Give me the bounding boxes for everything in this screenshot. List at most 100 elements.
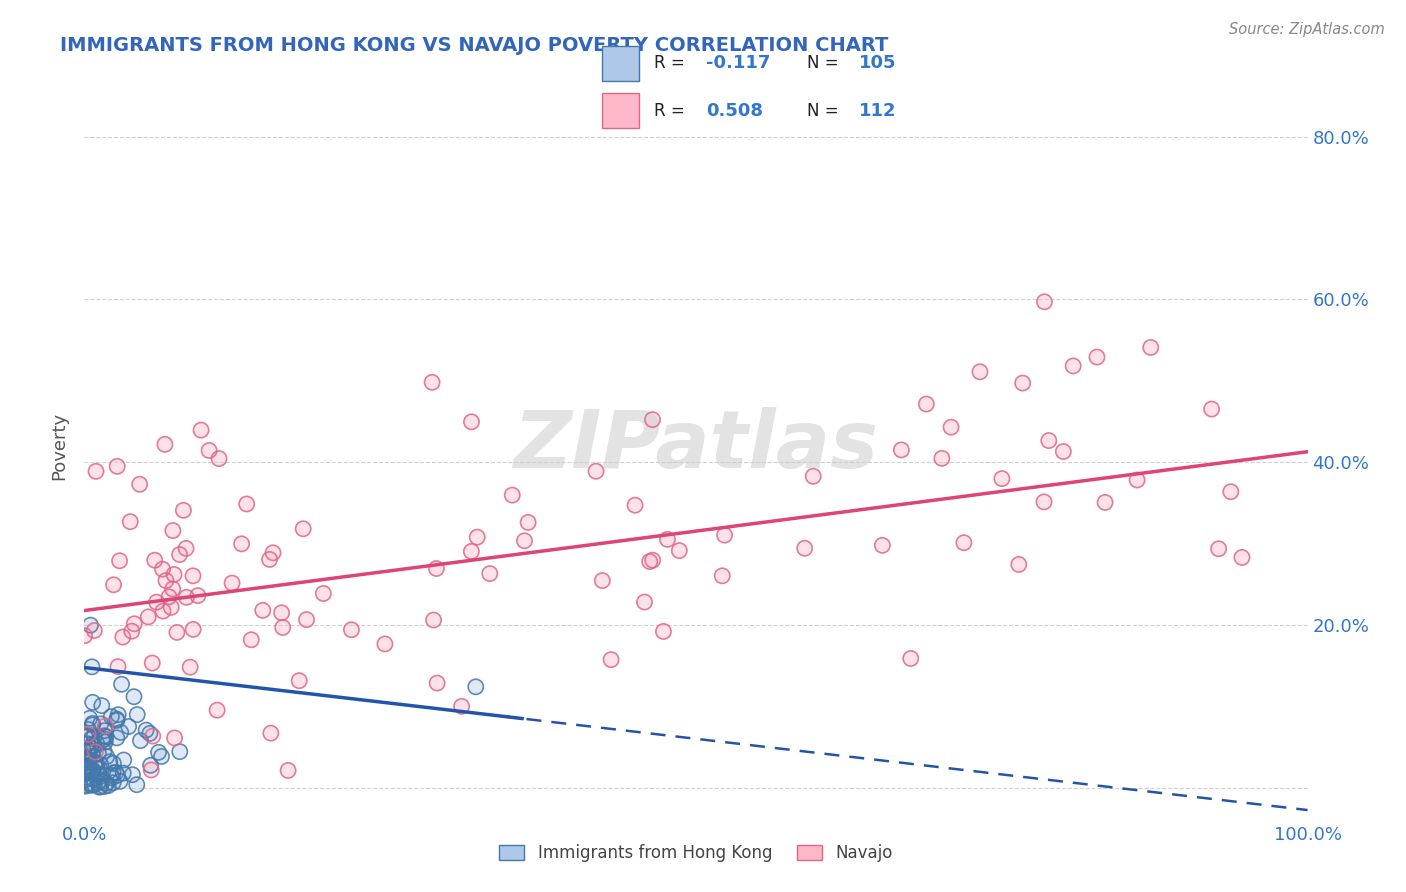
Point xyxy=(77,761,100,775)
Point xyxy=(77,762,100,776)
Point xyxy=(75,770,97,784)
Point xyxy=(93,744,115,758)
Point xyxy=(169,745,191,759)
Point xyxy=(900,651,922,665)
Point xyxy=(1038,434,1060,448)
Point xyxy=(90,757,112,772)
Point xyxy=(108,774,131,789)
Point xyxy=(179,660,201,674)
Point xyxy=(1008,558,1031,572)
Point xyxy=(641,412,664,426)
Y-axis label: Poverty: Poverty xyxy=(51,412,69,480)
Point xyxy=(657,533,679,547)
Point xyxy=(76,778,98,792)
Point xyxy=(110,725,132,739)
Point xyxy=(93,744,115,758)
Point xyxy=(90,775,112,789)
Point xyxy=(94,732,117,747)
Point xyxy=(139,758,162,772)
Point xyxy=(112,766,135,780)
Point xyxy=(270,606,292,620)
Point xyxy=(340,623,363,637)
Point xyxy=(76,752,98,766)
Point xyxy=(501,488,523,502)
Point xyxy=(75,755,97,769)
Point xyxy=(136,610,159,624)
Point xyxy=(89,767,111,781)
Point xyxy=(890,442,912,457)
Point xyxy=(76,752,98,766)
Point xyxy=(145,595,167,609)
Point xyxy=(312,586,335,600)
Point xyxy=(374,637,396,651)
Point xyxy=(231,537,253,551)
Point xyxy=(426,676,449,690)
Point xyxy=(75,752,97,766)
Point xyxy=(152,562,174,576)
Point xyxy=(169,745,191,759)
Point xyxy=(110,677,132,691)
Point xyxy=(148,745,170,759)
Point xyxy=(105,459,128,474)
Point xyxy=(141,656,163,670)
Point xyxy=(460,544,482,558)
Point xyxy=(82,749,104,764)
Text: N =: N = xyxy=(807,54,844,72)
Point xyxy=(1208,541,1230,556)
Point xyxy=(420,376,443,390)
Point xyxy=(872,538,894,552)
Point xyxy=(235,497,257,511)
Point xyxy=(271,620,294,634)
Point xyxy=(142,729,165,743)
Point xyxy=(82,764,104,779)
Point xyxy=(128,477,150,491)
Point xyxy=(75,770,97,784)
Point xyxy=(801,469,824,483)
Point xyxy=(163,731,186,745)
Point xyxy=(82,777,104,791)
Point xyxy=(991,472,1014,486)
Point xyxy=(75,755,97,769)
Point xyxy=(1011,376,1033,390)
Point xyxy=(624,498,647,512)
Point xyxy=(292,522,315,536)
Point xyxy=(163,731,186,745)
Point xyxy=(460,544,482,558)
Point xyxy=(190,423,212,437)
Point xyxy=(1033,294,1056,309)
Point xyxy=(107,707,129,722)
Point xyxy=(82,695,104,709)
Point xyxy=(75,759,97,773)
Point xyxy=(73,629,96,643)
Point xyxy=(652,624,675,639)
Point xyxy=(125,778,148,792)
Point xyxy=(89,780,111,795)
Point xyxy=(141,763,163,777)
Text: N =: N = xyxy=(807,102,844,120)
Point xyxy=(160,600,183,615)
Point xyxy=(122,690,145,704)
Point xyxy=(77,723,100,737)
Point xyxy=(120,515,142,529)
Point xyxy=(221,576,243,591)
Point xyxy=(77,762,100,776)
Point xyxy=(105,731,128,745)
Point xyxy=(87,747,110,761)
Point xyxy=(176,591,198,605)
Point xyxy=(80,738,103,752)
Point xyxy=(77,723,100,737)
Point xyxy=(103,578,125,592)
Point xyxy=(73,764,96,779)
Text: R =: R = xyxy=(654,102,690,120)
Point xyxy=(100,709,122,723)
Point xyxy=(793,541,815,556)
Point xyxy=(127,707,149,722)
Point xyxy=(221,576,243,591)
Point xyxy=(1230,550,1253,565)
Point xyxy=(122,616,145,631)
Point xyxy=(262,546,284,560)
Point xyxy=(96,776,118,790)
Point xyxy=(97,779,120,793)
Point xyxy=(90,717,112,731)
Point xyxy=(86,737,108,751)
